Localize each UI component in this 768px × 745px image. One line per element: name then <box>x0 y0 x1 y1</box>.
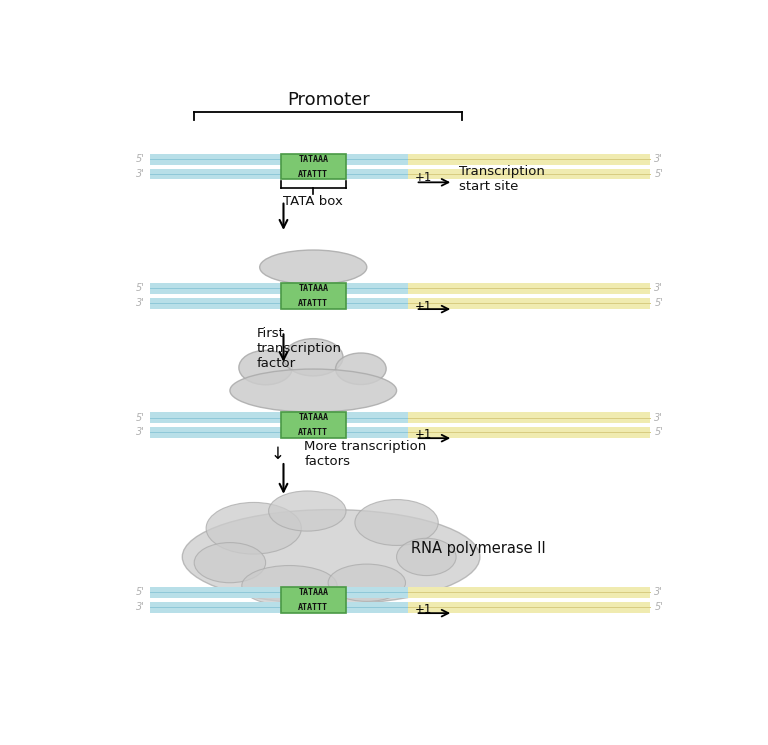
Text: 3': 3' <box>654 588 664 597</box>
Text: More transcription
factors: More transcription factors <box>304 440 426 468</box>
Bar <box>409 169 650 180</box>
Text: Promoter: Promoter <box>286 91 369 109</box>
Text: TATA box: TATA box <box>283 195 343 208</box>
FancyBboxPatch shape <box>280 587 346 612</box>
Ellipse shape <box>396 539 456 576</box>
Ellipse shape <box>269 491 346 531</box>
Ellipse shape <box>328 564 406 601</box>
Bar <box>409 298 650 308</box>
Text: 3': 3' <box>654 283 664 294</box>
Ellipse shape <box>336 353 386 384</box>
Text: 5': 5' <box>136 283 145 294</box>
Ellipse shape <box>355 500 439 545</box>
Bar <box>409 283 650 294</box>
Ellipse shape <box>283 339 343 376</box>
Ellipse shape <box>182 510 480 604</box>
Ellipse shape <box>242 565 337 606</box>
Bar <box>409 413 650 422</box>
Bar <box>150 154 409 165</box>
Bar <box>150 413 409 422</box>
Text: ATATTT: ATATTT <box>298 170 328 179</box>
Text: 3': 3' <box>136 169 145 180</box>
Text: ↓: ↓ <box>270 445 284 463</box>
Text: 3': 3' <box>136 603 145 612</box>
Bar <box>150 169 409 180</box>
Bar <box>409 587 650 597</box>
Ellipse shape <box>239 350 293 385</box>
Bar <box>150 428 409 437</box>
Text: TATAAA: TATAAA <box>298 284 328 293</box>
Text: 3': 3' <box>136 428 145 437</box>
Bar <box>409 154 650 165</box>
Text: ATATTT: ATATTT <box>298 603 328 612</box>
Bar <box>409 602 650 612</box>
FancyBboxPatch shape <box>280 283 346 308</box>
Text: 3': 3' <box>136 298 145 308</box>
Text: TATAAA: TATAAA <box>298 413 328 422</box>
Text: 5': 5' <box>654 169 664 180</box>
Text: +1: +1 <box>415 428 432 441</box>
Bar <box>409 428 650 437</box>
Text: 5': 5' <box>654 298 664 308</box>
Text: RNA polymerase II: RNA polymerase II <box>412 541 546 556</box>
Text: +1: +1 <box>415 171 432 184</box>
Text: +1: +1 <box>415 603 432 616</box>
Text: +1: +1 <box>415 299 432 313</box>
Text: First
transcription
factor: First transcription factor <box>257 328 342 370</box>
FancyBboxPatch shape <box>280 413 346 437</box>
Ellipse shape <box>206 502 301 554</box>
Text: ATATTT: ATATTT <box>298 299 328 308</box>
Bar <box>150 602 409 612</box>
Text: 5': 5' <box>654 428 664 437</box>
Text: 5': 5' <box>136 154 145 165</box>
FancyBboxPatch shape <box>280 154 346 180</box>
Text: 3': 3' <box>654 154 664 165</box>
Bar <box>150 298 409 308</box>
Text: TATAAA: TATAAA <box>298 588 328 597</box>
Ellipse shape <box>260 250 367 285</box>
Text: ATATTT: ATATTT <box>298 428 328 437</box>
Text: 5': 5' <box>654 603 664 612</box>
Text: 5': 5' <box>136 413 145 422</box>
Bar <box>150 283 409 294</box>
Bar <box>150 587 409 597</box>
Text: 5': 5' <box>136 588 145 597</box>
Ellipse shape <box>194 542 266 583</box>
Ellipse shape <box>230 369 396 412</box>
Text: Transcription
start site: Transcription start site <box>459 165 545 194</box>
Text: 3': 3' <box>654 413 664 422</box>
Text: TATAAA: TATAAA <box>298 155 328 164</box>
